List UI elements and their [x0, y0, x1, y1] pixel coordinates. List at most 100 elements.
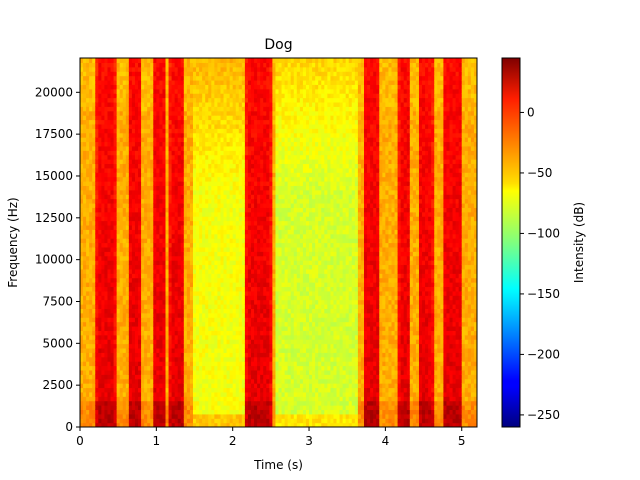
heatmap-cell	[134, 79, 139, 85]
heatmap-cell	[162, 409, 167, 415]
heatmap-cell	[83, 418, 87, 424]
heatmap-cell	[150, 409, 154, 415]
heatmap-cell	[83, 154, 87, 160]
heatmap-cell	[83, 229, 87, 235]
heatmap-cell	[128, 71, 133, 77]
heatmap-cell	[101, 202, 106, 208]
heatmap-cell	[86, 387, 90, 393]
heatmap-cell	[156, 115, 160, 121]
heatmap-cell	[95, 268, 99, 274]
heatmap-cell	[95, 365, 99, 371]
heatmap-cell	[141, 106, 145, 112]
heatmap-cell	[119, 299, 124, 305]
heatmap-cell	[125, 361, 130, 367]
heatmap-cell	[138, 110, 142, 116]
heatmap-cell	[168, 312, 173, 318]
heatmap-cell	[89, 405, 93, 411]
heatmap-cell	[110, 194, 115, 200]
heatmap-cell	[104, 251, 109, 257]
heatmap-cell	[174, 418, 179, 424]
heatmap-cell	[144, 369, 148, 375]
heatmap-cell	[86, 238, 90, 244]
heatmap-cell	[153, 145, 157, 151]
heatmap-cell	[131, 238, 136, 244]
heatmap-cell	[150, 132, 154, 138]
heatmap-cell	[162, 172, 167, 178]
heatmap-cell	[83, 93, 87, 99]
heatmap-cell	[128, 66, 133, 72]
heatmap-cell	[125, 181, 130, 186]
heatmap-cell	[125, 246, 130, 252]
heatmap-cell	[107, 334, 112, 340]
heatmap-cell	[165, 58, 170, 63]
heatmap-cell	[125, 115, 130, 121]
heatmap-cell	[153, 387, 157, 393]
heatmap-cell	[144, 229, 148, 235]
heatmap-cell	[98, 189, 102, 195]
heatmap-cell	[144, 123, 148, 129]
heatmap-cell	[95, 224, 99, 230]
heatmap-cell	[98, 202, 102, 208]
heatmap-cell	[122, 325, 127, 331]
heatmap-cell	[83, 273, 87, 279]
heatmap-cell	[162, 242, 167, 248]
heatmap-cell	[98, 409, 102, 415]
heatmap-cell	[125, 66, 130, 72]
heatmap-cell	[147, 383, 151, 389]
heatmap-cell	[128, 325, 133, 331]
heatmap-cell	[116, 277, 121, 283]
heatmap-cell	[162, 224, 167, 230]
heatmap-cell	[138, 233, 142, 239]
heatmap-cell	[95, 396, 99, 402]
heatmap-cell	[171, 383, 176, 389]
heatmap-cell	[119, 418, 124, 424]
heatmap-cell	[150, 167, 154, 173]
heatmap-cell	[101, 304, 106, 309]
heatmap-cell	[125, 282, 130, 288]
heatmap-cell	[122, 79, 127, 85]
heatmap-cell	[131, 299, 136, 305]
heatmap-cell	[165, 224, 170, 230]
heatmap-cell	[95, 290, 99, 296]
heatmap-cell	[156, 198, 160, 204]
heatmap-cell	[92, 308, 96, 314]
heatmap-cell	[138, 422, 142, 427]
heatmap-cell	[171, 123, 176, 129]
heatmap-cell	[168, 413, 173, 419]
heatmap-cell	[86, 110, 90, 116]
heatmap-cell	[92, 207, 96, 213]
heatmap-cell	[107, 383, 112, 389]
heatmap-cell	[92, 343, 96, 349]
heatmap-cell	[116, 185, 121, 191]
heatmap-cell	[83, 176, 87, 182]
heatmap-cell	[131, 75, 136, 81]
heatmap-cell	[104, 132, 109, 138]
heatmap-cell	[122, 220, 127, 226]
heatmap-cell	[113, 123, 118, 129]
heatmap-cell	[150, 84, 154, 90]
heatmap-cell	[131, 216, 136, 222]
heatmap-cell	[95, 273, 99, 279]
heatmap-cell	[113, 110, 118, 116]
heatmap-cell	[122, 224, 127, 230]
heatmap-cell	[83, 79, 87, 85]
heatmap-cell	[134, 189, 139, 195]
heatmap-cell	[147, 343, 151, 349]
heatmap-cell	[153, 202, 157, 208]
heatmap-cell	[168, 290, 173, 296]
heatmap-cell	[113, 163, 118, 169]
heatmap-cell	[107, 88, 112, 94]
heatmap-cell	[150, 246, 154, 252]
heatmap-cell	[156, 251, 160, 257]
heatmap-cell	[156, 369, 160, 375]
heatmap-cell	[80, 299, 84, 305]
heatmap-cell	[104, 224, 109, 230]
heatmap-cell	[138, 347, 142, 353]
heatmap-cell	[107, 154, 112, 160]
heatmap-cell	[171, 189, 176, 195]
heatmap-cell	[138, 277, 142, 283]
heatmap-cell	[107, 317, 112, 323]
heatmap-cell	[138, 93, 142, 99]
heatmap-cell	[119, 286, 124, 292]
heatmap-cell	[116, 361, 121, 367]
